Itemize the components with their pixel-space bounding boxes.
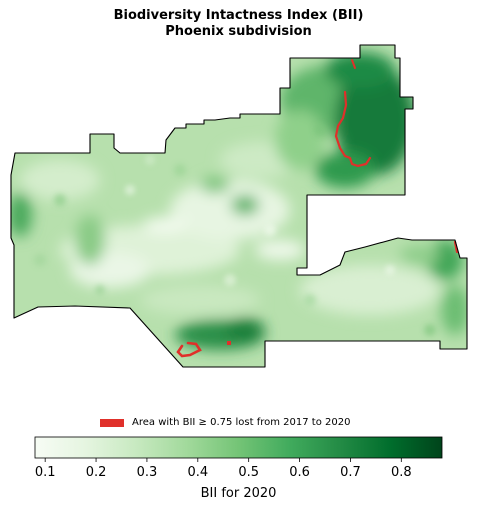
loss-area-northeast [334,90,372,168]
colorbar-tick-label: 0.6 [289,465,310,480]
legend-label-loss: Area with BII ≥ 0.75 lost from 2017 to 2… [132,417,351,428]
legend-swatch-loss [100,418,124,427]
bii-loss-overlay [176,59,459,358]
colorbar-gradient [34,436,443,459]
colorbar-tick-label: 0.2 [86,465,107,480]
colorbar: 0.1 0.2 0.3 0.4 0.5 0.6 0.7 0.8 [34,436,443,480]
map-title: Biodiversity Intactness Index (BII) Phoe… [0,8,477,40]
loss-area-south [176,341,202,358]
colorbar-tick-label: 0.7 [340,465,361,480]
colorbar-tick-label: 0.5 [238,465,259,480]
colorbar-tick-label: 0.8 [391,465,412,480]
loss-area-east [453,240,459,254]
title-line-2: Phoenix subdivision [165,24,312,39]
bii-raster [11,45,467,367]
legend: Area with BII ≥ 0.75 lost from 2017 to 2… [100,417,350,428]
colorbar-label: BII for 2020 [200,486,277,501]
colorbar-tick-label: 0.1 [35,465,56,480]
colorbar-tick-label: 0.3 [137,465,158,480]
colorbar-tick-label: 0.4 [187,465,208,480]
colorbar-ticks: 0.1 0.2 0.3 0.4 0.5 0.6 0.7 0.8 [35,458,412,480]
title-line-1: Biodiversity Intactness Index (BII) [113,8,364,23]
loss-area-south-2 [227,341,231,345]
subdivision-boundary [10,44,468,368]
loss-area-northeast-2 [351,59,356,69]
